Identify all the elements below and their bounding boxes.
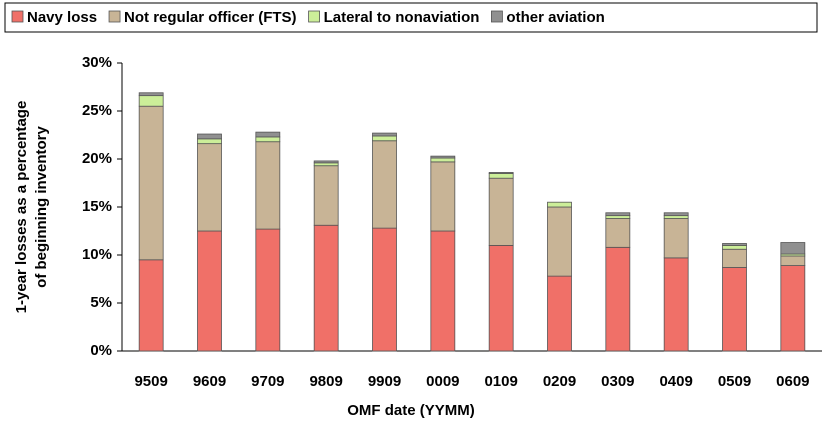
x-tick-label: 9709: [251, 373, 284, 390]
bar-segment: [605, 218, 631, 248]
x-tick-label: 0009: [426, 373, 459, 390]
x-tick-label: 0509: [718, 373, 751, 390]
bar-segment: [722, 267, 747, 352]
y-tick-label: 10%: [82, 246, 112, 263]
legend-swatch: [11, 10, 24, 23]
bar-segment: [663, 212, 689, 217]
legend-box: [4, 2, 818, 33]
x-tick-label: 0209: [543, 373, 576, 390]
y-axis-title: of beginning inventory: [33, 126, 50, 288]
bar-segment: [547, 201, 572, 208]
bar-segment: [488, 244, 514, 352]
bar-segment: [372, 140, 397, 229]
x-tick-label: 9809: [309, 373, 342, 390]
legend-label: Not regular officer (FTS): [124, 9, 297, 26]
bar-segment: [372, 135, 397, 142]
bar-segment: [780, 265, 806, 352]
bar-segment: [197, 138, 222, 145]
bar-segment: [255, 136, 281, 143]
y-tick-label: 5%: [90, 294, 112, 311]
bar-segment: [722, 244, 747, 250]
bar-segment: [430, 157, 456, 163]
legend-swatch: [308, 10, 320, 23]
bar-segment: [138, 95, 164, 107]
bar-segment: [255, 131, 281, 138]
bar-segment: [722, 243, 747, 246]
bar-segment: [138, 259, 164, 352]
bar-segment: [197, 230, 222, 352]
bar-segment: [488, 172, 514, 179]
bar-segment: [138, 105, 164, 261]
x-tick-label: 0409: [659, 373, 692, 390]
bar-segment: [488, 172, 514, 174]
bar-segment: [197, 143, 222, 232]
y-tick-label: 20%: [82, 150, 112, 167]
bar-segment: [663, 218, 689, 259]
bar-segment: [780, 255, 806, 266]
bar-segment: [255, 228, 281, 352]
bar-segment: [605, 212, 631, 217]
y-tick-label: 25%: [82, 102, 112, 119]
bar-segment: [488, 177, 514, 246]
bar-segment: [313, 160, 339, 164]
bar-segment: [663, 215, 689, 219]
legend-swatch: [108, 10, 121, 23]
y-tick-label: 15%: [82, 198, 112, 215]
bar-segment: [547, 275, 572, 352]
bar-segment: [313, 224, 339, 352]
bar-segment: [313, 165, 339, 226]
bar-segment: [255, 141, 281, 230]
x-axis-title: OMF date (YYMM): [347, 402, 475, 419]
y-axis-title: 1-year losses as a percentage: [13, 101, 30, 314]
bar-segment: [430, 230, 456, 352]
x-tick-label: 0109: [484, 373, 517, 390]
bar-segment: [430, 155, 456, 159]
bar-segment: [605, 215, 631, 219]
x-tick-label: 9509: [134, 373, 167, 390]
bar-segment: [663, 257, 689, 352]
bar-segment: [547, 206, 572, 277]
legend-label: Lateral to nonaviation: [324, 9, 480, 26]
legend-label: Navy loss: [27, 9, 97, 26]
x-tick-label: 0309: [601, 373, 634, 390]
x-tick-label: 0609: [776, 373, 809, 390]
bar-segment: [780, 242, 806, 255]
y-tick-label: 0%: [90, 342, 112, 359]
bar-segment: [138, 92, 164, 97]
bar-segment: [722, 248, 747, 268]
x-tick-label: 9909: [368, 373, 401, 390]
y-tick-label: 30%: [82, 54, 112, 71]
x-tick-label: 9609: [193, 373, 226, 390]
bar-segment: [605, 246, 631, 352]
bar-segment: [197, 133, 222, 140]
bar-segment: [430, 161, 456, 232]
bar-segment: [313, 162, 339, 167]
legend-swatch: [491, 10, 503, 23]
legend-label: other aviation: [506, 9, 604, 26]
bar-segment: [372, 132, 397, 137]
bar-segment: [372, 227, 397, 352]
